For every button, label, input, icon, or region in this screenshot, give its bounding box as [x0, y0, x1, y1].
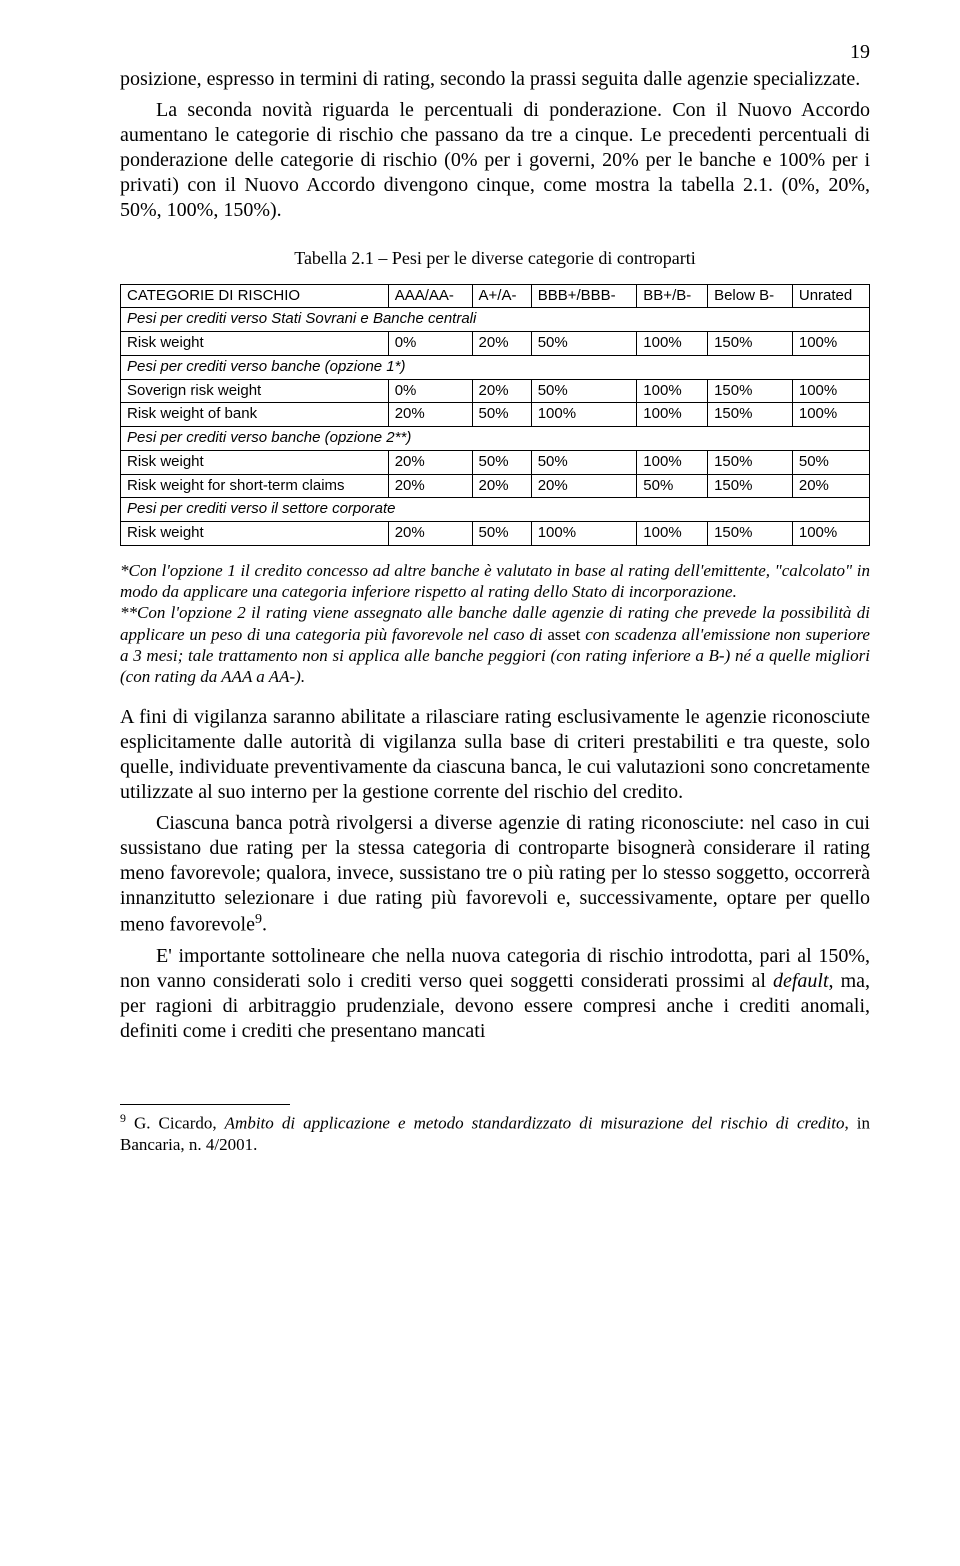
table-cell: Risk weight of bank — [121, 403, 389, 427]
table-cell: 20% — [388, 450, 472, 474]
table-cell: 50% — [472, 450, 531, 474]
table-section-title: Pesi per crediti verso banche (opzione 1… — [121, 355, 870, 379]
paragraph-4a: Ciascuna banca potrà rivolgersi a divers… — [120, 812, 870, 936]
table-section-title: Pesi per crediti verso il settore corpor… — [121, 498, 870, 522]
risk-weight-table: CATEGORIE DI RISCHIO AAA/AA- A+/A- BBB+/… — [120, 284, 870, 546]
table-cell: 150% — [708, 403, 793, 427]
paragraph-5b: default — [773, 970, 829, 992]
table-cell: 20% — [472, 474, 531, 498]
table-cell: 20% — [472, 379, 531, 403]
table-cell: 50% — [531, 332, 637, 356]
paragraph-2: La seconda novità riguarda le percentual… — [120, 98, 870, 223]
page-number: 19 — [120, 40, 870, 65]
table-cell: 100% — [792, 403, 869, 427]
paragraph-4: Ciascuna banca potrà rivolgersi a divers… — [120, 811, 870, 938]
table-cell: 150% — [708, 450, 793, 474]
table-header-cell: BBB+/BBB- — [531, 284, 637, 308]
table-cell: 150% — [708, 379, 793, 403]
table-row: Risk weight for short-term claims 20% 20… — [121, 474, 870, 498]
table-section-row: Pesi per crediti verso banche (opzione 2… — [121, 427, 870, 451]
table-cell: 50% — [472, 403, 531, 427]
table-section-row: Pesi per crediti verso il settore corpor… — [121, 498, 870, 522]
table-cell: 100% — [637, 522, 708, 546]
table-footnotes: *Con l'opzione 1 il credito concesso ad … — [120, 560, 870, 688]
table-header-cell: CATEGORIE DI RISCHIO — [121, 284, 389, 308]
table-cell: Soverign risk weight — [121, 379, 389, 403]
table-row: Soverign risk weight 0% 20% 50% 100% 150… — [121, 379, 870, 403]
table-cell: 20% — [792, 474, 869, 498]
table-row: Risk weight 20% 50% 100% 100% 150% 100% — [121, 522, 870, 546]
table-cell: 100% — [792, 379, 869, 403]
table-caption: Tabella 2.1 – Pesi per le diverse catego… — [120, 247, 870, 270]
table-cell: 20% — [388, 474, 472, 498]
table-cell: Risk weight — [121, 522, 389, 546]
table-cell: 100% — [637, 403, 708, 427]
table-cell: 150% — [708, 522, 793, 546]
table-cell: Risk weight — [121, 332, 389, 356]
table-cell: 20% — [388, 403, 472, 427]
table-cell: 0% — [388, 332, 472, 356]
table-cell: 50% — [637, 474, 708, 498]
table-cell: Risk weight — [121, 450, 389, 474]
table-cell: 50% — [531, 450, 637, 474]
paragraph-1: posizione, espresso in termini di rating… — [120, 67, 870, 92]
table-cell: 100% — [792, 522, 869, 546]
table-section-row: Pesi per crediti verso banche (opzione 1… — [121, 355, 870, 379]
table-cell: 20% — [531, 474, 637, 498]
paragraph-4b: . — [262, 914, 267, 936]
table-cell: 100% — [531, 403, 637, 427]
table-row: Risk weight of bank 20% 50% 100% 100% 15… — [121, 403, 870, 427]
paragraph-3: A fini di vigilanza saranno abilitate a … — [120, 705, 870, 805]
paragraph-5: E' importante sottolineare che nella nuo… — [120, 944, 870, 1044]
table-header-row: CATEGORIE DI RISCHIO AAA/AA- A+/A- BBB+/… — [121, 284, 870, 308]
table-cell: 150% — [708, 332, 793, 356]
table-cell: 100% — [637, 450, 708, 474]
footnote-separator — [120, 1104, 290, 1105]
page-footnote: 9 G. Cicardo, Ambito di applicazione e m… — [120, 1111, 870, 1155]
paragraph-5a: E' importante sottolineare che nella nuo… — [120, 945, 870, 992]
table-cell: Risk weight for short-term claims — [121, 474, 389, 498]
footnote-text-a: G. Cicardo, — [126, 1114, 225, 1133]
table-cell: 150% — [708, 474, 793, 498]
table-cell: 100% — [637, 332, 708, 356]
table-header-cell: A+/A- — [472, 284, 531, 308]
footnote-ref: 9 — [255, 912, 262, 927]
table-cell: 100% — [531, 522, 637, 546]
table-cell: 50% — [531, 379, 637, 403]
table-section-title: Pesi per crediti verso Stati Sovrani e B… — [121, 308, 870, 332]
table-row: Risk weight 20% 50% 50% 100% 150% 50% — [121, 450, 870, 474]
table-cell: 20% — [388, 522, 472, 546]
table-row: Risk weight 0% 20% 50% 100% 150% 100% — [121, 332, 870, 356]
table-header-cell: BB+/B- — [637, 284, 708, 308]
table-cell: 100% — [637, 379, 708, 403]
table-cell: 100% — [792, 332, 869, 356]
table-section-row: Pesi per crediti verso Stati Sovrani e B… — [121, 308, 870, 332]
table-header-cell: Below B- — [708, 284, 793, 308]
footnote-text-b: Ambito di applicazione e metodo standard… — [225, 1114, 845, 1133]
table-cell: 0% — [388, 379, 472, 403]
table-footnote-1: *Con l'opzione 1 il credito concesso ad … — [120, 561, 870, 601]
table-cell: 50% — [472, 522, 531, 546]
table-cell: 20% — [472, 332, 531, 356]
table-cell: 50% — [792, 450, 869, 474]
table-header-cell: AAA/AA- — [388, 284, 472, 308]
table-header-cell: Unrated — [792, 284, 869, 308]
page: 19 posizione, espresso in termini di rat… — [0, 0, 960, 1205]
table-section-title: Pesi per crediti verso banche (opzione 2… — [121, 427, 870, 451]
table-footnote-2b: asset — [547, 625, 580, 644]
